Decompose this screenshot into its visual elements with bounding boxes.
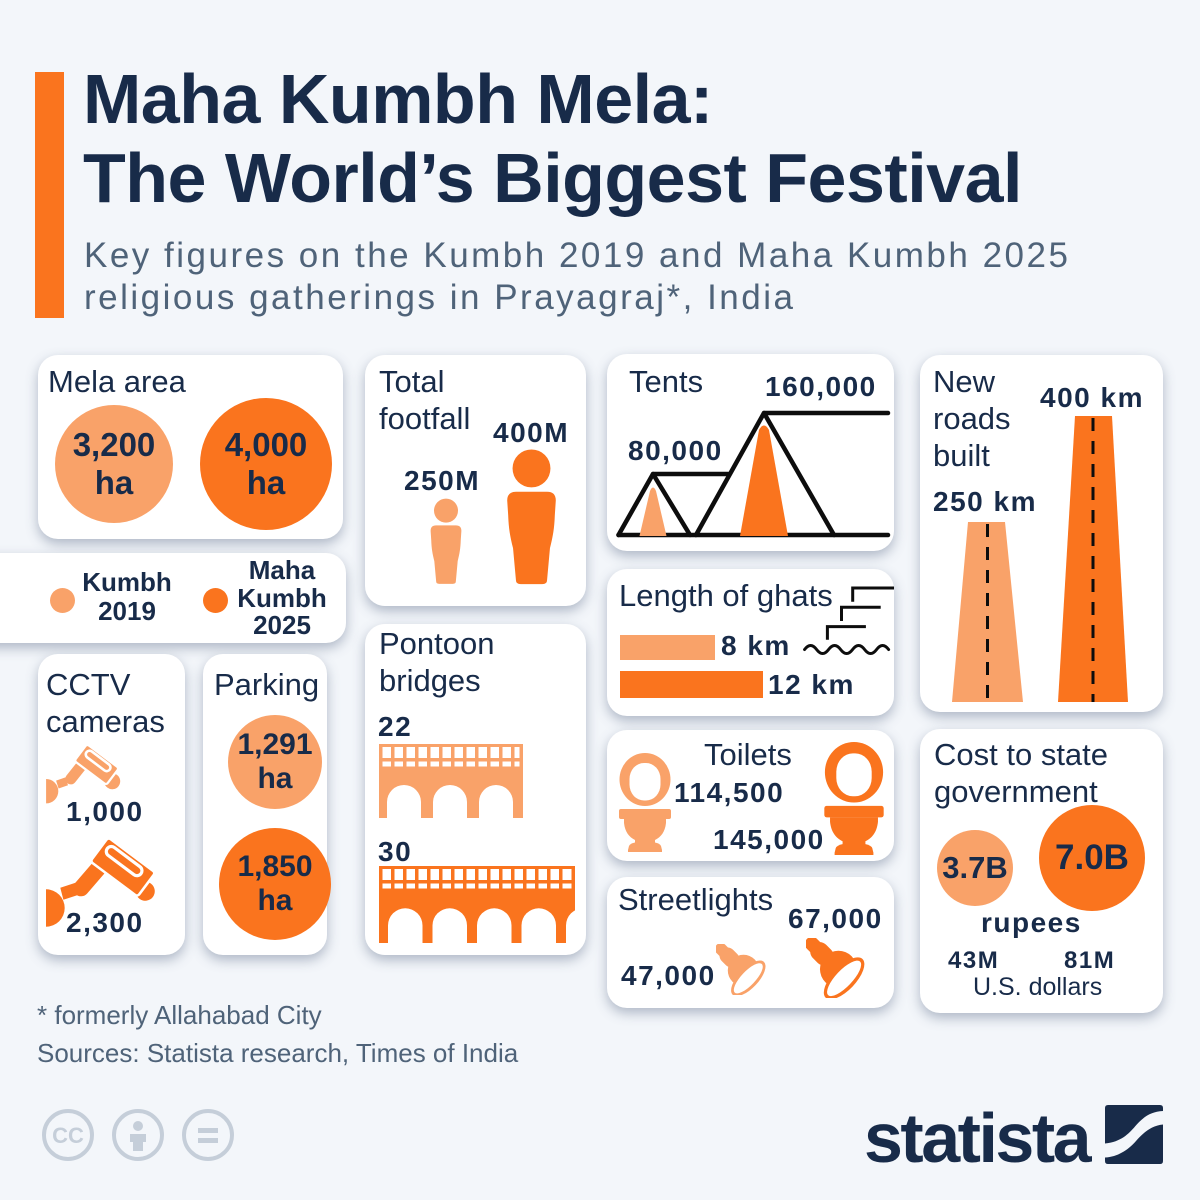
- svg-text:CC: CC: [52, 1123, 84, 1148]
